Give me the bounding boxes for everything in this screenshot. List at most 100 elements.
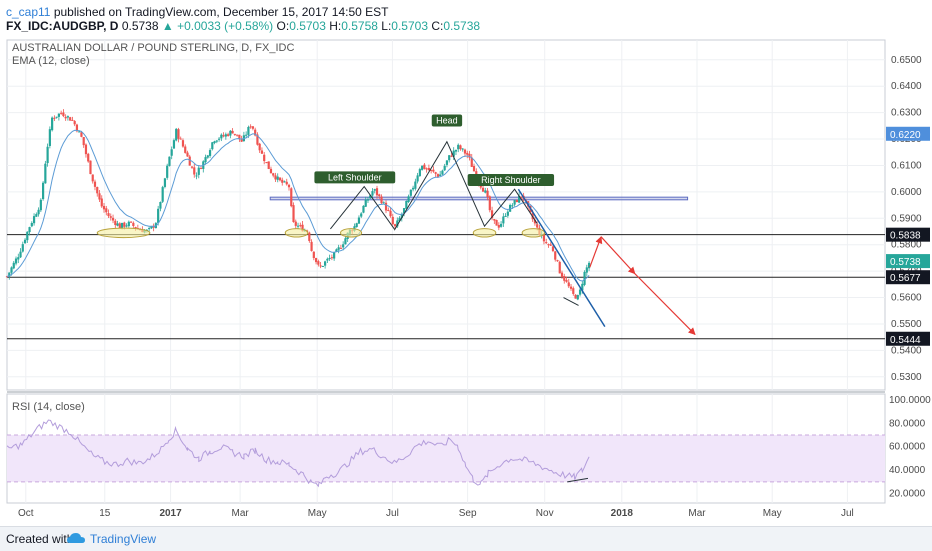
candle-body: [267, 161, 270, 169]
candle-body: [549, 244, 552, 246]
candle-body: [497, 225, 500, 228]
candle-body: [301, 224, 304, 232]
candle-body: [360, 213, 363, 217]
candle-body: [513, 200, 516, 205]
candle-body: [204, 157, 207, 163]
candle-body: [48, 129, 51, 146]
y-tick-label: 0.5400: [891, 345, 922, 356]
candle-body: [506, 211, 509, 216]
candle-body: [199, 168, 203, 170]
tradingview-brand-link[interactable]: TradingView: [90, 532, 157, 546]
price-change: +0.0033 (+0.58%): [177, 19, 274, 33]
candle-body: [168, 156, 171, 166]
candle-body: [400, 214, 403, 218]
candle-body: [35, 214, 38, 217]
candle-body: [46, 146, 49, 164]
candle-body: [93, 181, 97, 187]
candle-body: [53, 117, 56, 119]
candle-body: [556, 260, 559, 262]
candle-body: [41, 182, 45, 200]
y-tick-label: 0.5800: [891, 240, 922, 251]
author-link[interactable]: c_cap11: [6, 5, 51, 19]
candle-body: [362, 205, 365, 213]
candle-body: [19, 251, 22, 258]
rsi-band: [7, 435, 885, 482]
support-highlight-ellipse[interactable]: [521, 228, 546, 238]
y-tick-label: 0.6500: [891, 55, 922, 66]
candle-body: [159, 201, 162, 209]
publish-line: c_cap11 published on TradingView.com, De…: [6, 5, 388, 19]
candle-body: [265, 162, 268, 164]
candle-body: [495, 219, 498, 226]
candle-body: [5, 276, 9, 278]
candle-body: [312, 251, 315, 259]
candle-body: [296, 225, 300, 227]
head-shoulders-line[interactable]: [330, 185, 395, 230]
forecast-arrow[interactable]: [600, 236, 636, 275]
pattern-label-box[interactable]: [467, 173, 555, 186]
candle-body: [129, 221, 133, 223]
rsi-divergence-line[interactable]: [567, 477, 589, 483]
candle-body: [387, 209, 390, 211]
candle-body: [107, 213, 110, 217]
candle-body: [269, 168, 273, 174]
candle-body: [188, 156, 191, 166]
candle-body: [75, 124, 79, 132]
candle-body: [436, 174, 440, 177]
candle-body: [393, 224, 397, 227]
candle-body: [91, 174, 94, 182]
candle-body: [245, 134, 248, 136]
candle-body: [73, 121, 76, 125]
candle-body: [102, 205, 106, 210]
candle-body: [558, 261, 561, 274]
forecast-arrow[interactable]: [634, 273, 696, 336]
support-highlight-ellipse[interactable]: [472, 228, 497, 238]
candle-body: [461, 148, 464, 150]
candle-body: [488, 196, 491, 211]
forecast-arrow[interactable]: [589, 236, 603, 268]
candle-body: [21, 244, 24, 252]
candle-body: [418, 169, 421, 176]
pattern-label-text: Right Shoulder: [481, 175, 541, 185]
candle-body: [132, 222, 135, 226]
candle-body: [105, 208, 108, 213]
pattern-label-box[interactable]: [431, 114, 463, 127]
pattern-label-box[interactable]: [314, 171, 396, 184]
candle-body: [184, 146, 187, 153]
x-tick-label: Mar: [688, 508, 706, 519]
price-support-line[interactable]: [563, 297, 579, 306]
candle-body: [287, 184, 291, 188]
candle-body: [281, 179, 284, 183]
x-tick-label: Oct: [18, 508, 34, 519]
candle-body: [258, 143, 261, 151]
candle-body: [8, 272, 11, 277]
candle-body: [224, 134, 227, 137]
candle-body: [96, 187, 99, 194]
candle-body: [430, 169, 433, 171]
price-chart[interactable]: 0.65000.64000.63000.62000.61000.60000.59…: [0, 36, 932, 526]
candle-body: [454, 149, 458, 152]
candle-body: [382, 202, 385, 204]
candle-body: [391, 216, 394, 225]
candle-body: [30, 222, 33, 227]
candle-body: [78, 131, 81, 133]
candle-body: [443, 165, 446, 171]
pattern-label-text: Head: [436, 116, 458, 126]
candle-body: [60, 112, 63, 114]
head-shoulders-line[interactable]: [393, 140, 538, 231]
chart-title: AUSTRALIAN DOLLAR / POUND STERLING, D, F…: [12, 42, 294, 54]
candle-body: [536, 224, 539, 228]
support-highlight-ellipse[interactable]: [340, 228, 363, 238]
support-highlight-ellipse[interactable]: [284, 228, 309, 238]
ema-price-tag-label: 0.6220: [890, 130, 921, 141]
candle-body: [427, 167, 430, 171]
neckline-zone[interactable]: [269, 196, 689, 201]
candle-body: [416, 175, 419, 182]
candle-body: [172, 140, 176, 149]
candle-body: [459, 145, 462, 150]
candle-body: [337, 247, 340, 250]
level-price-tag-box: [886, 227, 930, 242]
candle-body: [441, 170, 444, 175]
downtrend-line[interactable]: [517, 188, 606, 328]
support-highlight-ellipse[interactable]: [96, 227, 151, 239]
